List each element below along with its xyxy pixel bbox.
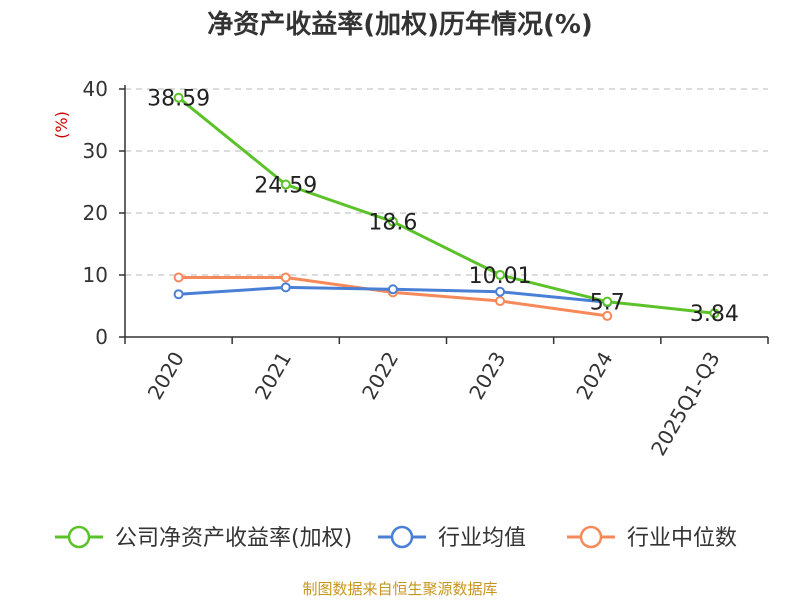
data-label-2023: 10.01 (469, 264, 532, 289)
data-point-0-2024 (602, 296, 613, 307)
data-point-1-2020 (173, 289, 184, 300)
data-point-1-2021 (280, 282, 291, 293)
legend-label-1: 行业均值 (438, 526, 526, 551)
data-label-2022: 18.6 (368, 211, 417, 236)
data-label-2020: 38.59 (147, 87, 210, 112)
legend: 公司净资产收益率(加权) 行业均值 行业中位数 (55, 525, 737, 551)
data-point-0-2023 (495, 269, 506, 280)
x-tick-label-2023: 2023 (464, 348, 510, 404)
x-tick-label-2022: 2022 (357, 348, 403, 404)
y-axis-unit-label: (%) (52, 111, 71, 139)
data-point-0-2025Q1-Q3 (709, 308, 720, 319)
series-line-0 (177, 96, 715, 315)
y-tick-label-0: 0 (95, 325, 108, 349)
x-tick-label-2021: 2021 (250, 348, 296, 404)
y-tick-label-30: 30 (83, 139, 108, 163)
legend-label-0: 公司净资产收益率(加权) (115, 526, 352, 551)
data-point-2-2023 (495, 296, 506, 307)
axes: 0 10 20 30 40 2020 2021 2022 2023 2024 2025Q1-Q3 (83, 77, 769, 460)
x-tick-label-2025Q1-Q3: 2025Q1-Q3 (646, 348, 725, 460)
data-point-0-2022 (387, 216, 398, 227)
chart-title: 净资产收益率(加权)历年情况(%) (207, 9, 593, 40)
data-point-1-2022 (387, 284, 398, 295)
y-tick-label-20: 20 (83, 201, 108, 225)
legend-marker-0 (67, 525, 91, 549)
data-point-2-2020 (173, 272, 184, 283)
data-label-2021: 24.59 (254, 174, 317, 199)
legend-label-2: 行业中位数 (627, 526, 737, 551)
data-point-2-2021 (280, 272, 291, 283)
legend-marker-1 (390, 525, 414, 549)
data-label-2024: 5.7 (590, 291, 625, 316)
data-point-2-2024 (602, 310, 613, 321)
data-point-0-2020 (173, 92, 184, 103)
legend-marker-2 (579, 525, 603, 549)
y-tick-label-10: 10 (83, 263, 108, 287)
series-lines (173, 92, 720, 321)
source-note: 制图数据来自恒生聚源数据库 (302, 580, 497, 598)
grid-lines (125, 88, 768, 276)
x-tick-label-2020: 2020 (143, 348, 189, 404)
y-tick-label-40: 40 (83, 77, 108, 101)
x-tick-label-2024: 2024 (571, 348, 617, 404)
data-point-0-2021 (280, 179, 291, 190)
data-labels: 38.59 24.59 18.6 10.01 5.7 3.84 (147, 87, 739, 327)
data-point-1-2023 (495, 286, 506, 297)
data-label-2025Q1-Q3: 3.84 (690, 302, 739, 327)
